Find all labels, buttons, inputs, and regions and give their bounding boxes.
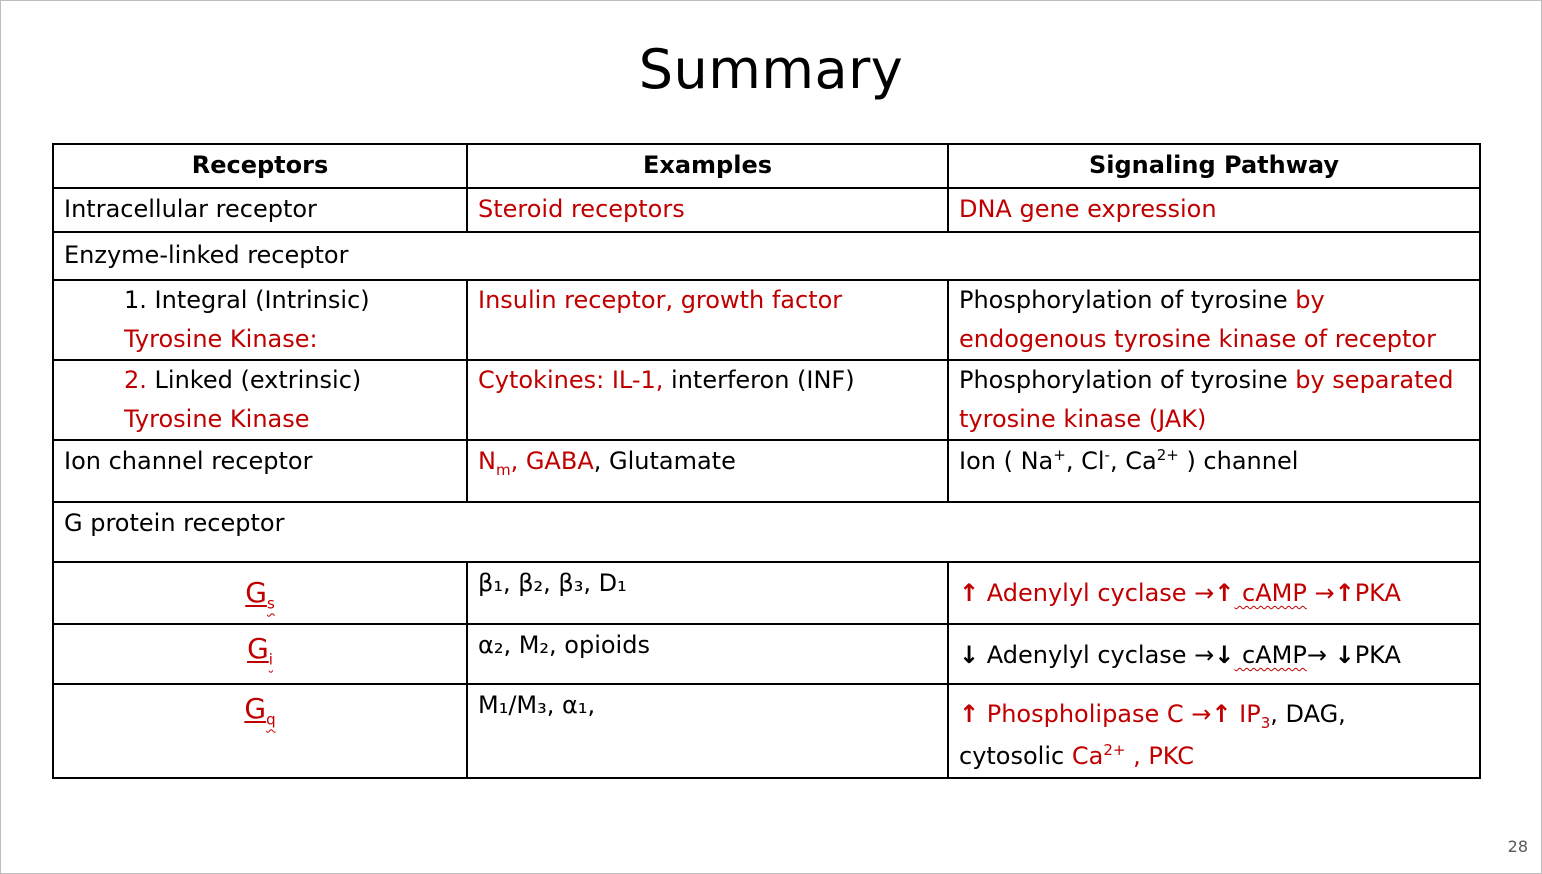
pathway-text-red: Ca [1071, 742, 1104, 770]
pathway-text: Adenylyl cyclase → [979, 641, 1215, 669]
g-letter: G [247, 632, 269, 665]
slide-title: Summary [638, 38, 904, 101]
example-cell: Steroid receptors [466, 187, 949, 233]
subscript: 3 [1260, 713, 1271, 732]
header-pathway: Signaling Pathway [947, 143, 1481, 189]
receptor-text: 1. Integral (Intrinsic) [124, 286, 370, 314]
g-subscript: i [268, 650, 273, 669]
up-arrow-icon: ↑ [1211, 700, 1232, 728]
pathway-text-red: , PKC [1125, 742, 1194, 770]
pathway-text-red: by endogenous tyrosine kinase of recepto… [959, 286, 1436, 353]
example-cell: Cytokines: IL-1, interferon (INF) [466, 359, 949, 441]
pathway-text: → [1306, 641, 1335, 669]
pathway-text: PKA [1354, 579, 1401, 607]
pathway-text: cytosolic [959, 742, 1072, 770]
g-subscript: q [266, 710, 276, 729]
header-receptors: Receptors [52, 143, 468, 189]
example-cell: M₁/M₃, α₁, [466, 683, 949, 779]
receptor-cell: 2. Linked (extrinsic) Tyrosine Kinase [52, 359, 468, 441]
pathway-text-red: IP [1231, 700, 1261, 728]
table-row: Enzyme-linked receptor [52, 231, 1481, 281]
receptor-cell: Ion channel receptor [52, 439, 468, 503]
example-nm-sub: m [495, 460, 511, 479]
pathway-text: → [1306, 579, 1335, 607]
pathway-text: , DAG, [1270, 700, 1346, 728]
pathway-cell: DNA gene expression [947, 187, 1481, 233]
receptor-num: 2. [124, 366, 147, 394]
down-arrow-icon: ↓ [1214, 641, 1235, 669]
table-row: Ion channel receptor Nm, GABA, Glutamate… [52, 439, 1481, 503]
table-row: Gs β₁, β₂, β₃, D₁ ↑ Adenylyl cyclase →↑ … [52, 561, 1481, 625]
table-row: 2. Linked (extrinsic) Tyrosine Kinase Cy… [52, 359, 1481, 441]
table-row: Gq M₁/M₃, α₁, ↑ Phospholipase C →↑ IP3, … [52, 683, 1481, 779]
pathway-text-red: by separated tyrosine kinase (JAK) [959, 366, 1454, 433]
pathway-text: , Cl [1065, 447, 1105, 475]
pathway-text: PKA [1354, 641, 1401, 669]
up-arrow-icon: ↑ [959, 579, 980, 607]
table-row: Intracellular receptor Steroid receptors… [52, 187, 1481, 233]
table-row: Gi α₂, M₂, opioids ↓ Adenylyl cyclase →↓… [52, 623, 1481, 685]
example-gaba: , GABA [510, 447, 594, 475]
pathway-cell: Ion ( Na+, Cl-, Ca2+ ) channel [947, 439, 1481, 503]
pathway-cell: ↑ Phospholipase C →↑ IP3, DAG, cytosolic… [947, 683, 1481, 779]
pathway-text: Phosphorylation of tyrosine [959, 286, 1296, 314]
pathway-text: Phosphorylation of tyrosine [959, 366, 1296, 394]
receptor-cell: Gs [52, 561, 468, 625]
receptor-cell: Gq [52, 683, 468, 779]
pathway-cell: ↓ Adenylyl cyclase →↓ cAMP→ ↓PKA [947, 623, 1481, 685]
example-nm: N [478, 447, 496, 475]
pathway-cell: Phosphorylation of tyrosine by separated… [947, 359, 1481, 441]
receptor-text: Linked (extrinsic) [146, 366, 362, 394]
pathway-text: cAMP [1234, 579, 1307, 607]
example-cell: α₂, M₂, opioids [466, 623, 949, 685]
example-text-red: Cytokines: IL-1, [478, 366, 664, 394]
receptor-cell: Intracellular receptor [52, 187, 468, 233]
receptor-cell: 1. Integral (Intrinsic) Tyrosine Kinase: [52, 279, 468, 361]
g-letter: G [244, 692, 267, 725]
receptor-cell: Gi [52, 623, 468, 685]
pathway-text-red: Phospholipase C → [979, 700, 1212, 728]
receptor-text-red: Tyrosine Kinase [124, 405, 310, 433]
example-cell: Nm, GABA, Glutamate [466, 439, 949, 503]
gs-label: Gs [245, 563, 275, 613]
section-cell: G protein receptor [52, 501, 1481, 563]
superscript: + [1053, 446, 1066, 464]
example-cell: β₁, β₂, β₃, D₁ [466, 561, 949, 625]
header-row: Receptors Examples Signaling Pathway [52, 143, 1481, 189]
pathway-text: Ion ( Na [959, 447, 1054, 475]
up-arrow-icon: ↑ [1214, 579, 1235, 607]
pathway-text: , Ca [1109, 447, 1157, 475]
g-subscript: s [266, 594, 275, 613]
up-arrow-icon: ↑ [1334, 579, 1355, 607]
pathway-cell: Phosphorylation of tyrosine by endogenou… [947, 279, 1481, 361]
example-glutamate: , Glutamate [593, 447, 736, 475]
page-number: 28 [1507, 837, 1528, 856]
example-text: interferon (INF) [663, 366, 855, 394]
g-letter: G [245, 576, 267, 609]
table-row: 1. Integral (Intrinsic) Tyrosine Kinase:… [52, 279, 1481, 361]
table-row: G protein receptor [52, 501, 1481, 563]
up-arrow-icon: ↑ [959, 700, 980, 728]
superscript: - [1104, 446, 1110, 464]
gi-label: Gi [247, 625, 273, 669]
gq-label: Gq [244, 685, 275, 729]
pathway-text: ) channel [1178, 447, 1299, 475]
pathway-text: Adenylyl cyclase → [979, 579, 1215, 607]
example-cell: Insulin receptor, growth factor [466, 279, 949, 361]
superscript: 2+ [1156, 446, 1179, 464]
pathway-cell: ↑ Adenylyl cyclase →↑ cAMP →↑PKA [947, 561, 1481, 625]
summary-table: Receptors Examples Signaling Pathway Int… [52, 143, 1481, 779]
down-arrow-icon: ↓ [1334, 641, 1355, 669]
receptor-text-red: Tyrosine Kinase: [124, 325, 318, 353]
section-cell: Enzyme-linked receptor [52, 231, 1481, 281]
header-examples: Examples [466, 143, 949, 189]
superscript: 2+ [1103, 741, 1126, 759]
down-arrow-icon: ↓ [959, 641, 980, 669]
pathway-text: cAMP [1234, 641, 1307, 669]
